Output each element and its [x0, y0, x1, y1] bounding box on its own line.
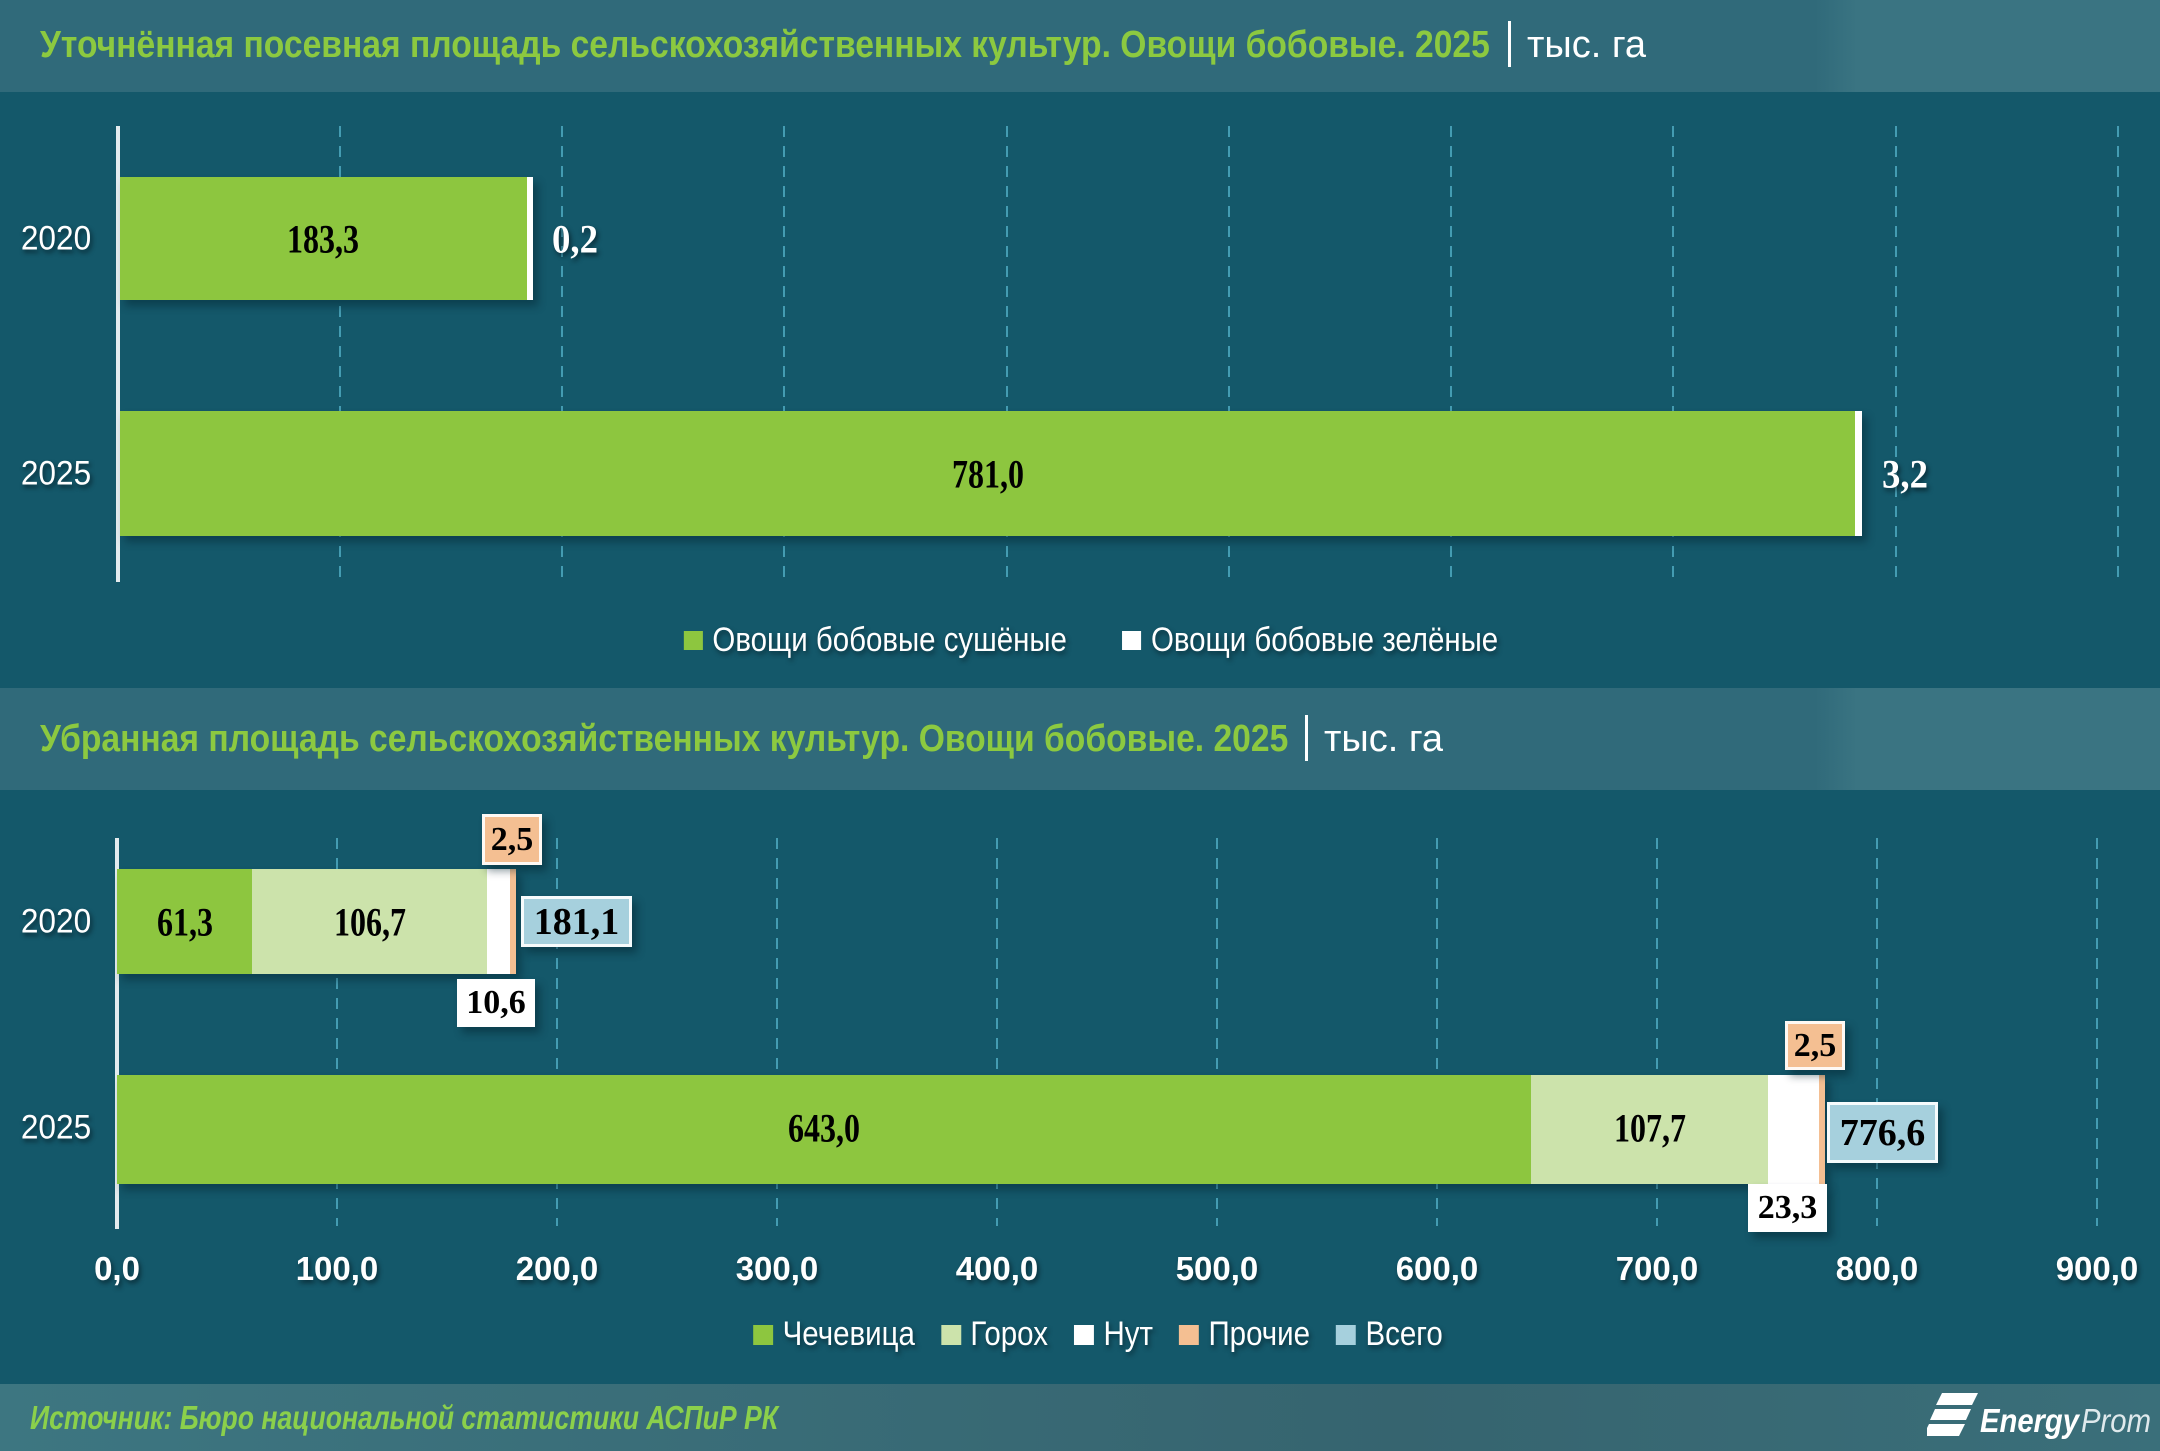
svg-text:Prom: Prom: [2081, 1402, 2151, 1439]
svg-text:Energy: Energy: [1980, 1402, 2080, 1439]
